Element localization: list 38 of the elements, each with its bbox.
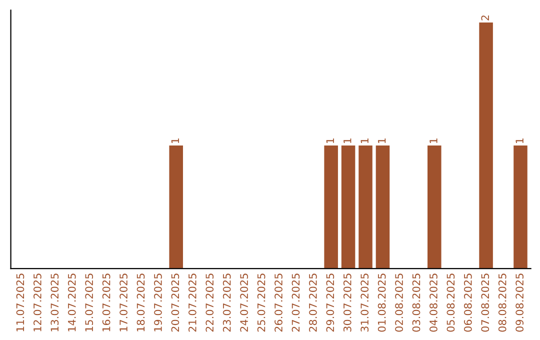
x-tick-label: 09.08.2025	[516, 274, 524, 332]
x-tick-label: 29.07.2025	[326, 274, 334, 332]
x-tick-label: 01.08.2025	[378, 274, 386, 332]
x-tick-label: 15.07.2025	[85, 274, 94, 332]
x-tick-label: 04.08.2025	[430, 274, 438, 332]
data-label: 1	[360, 138, 368, 144]
x-tick-label: 25.07.2025	[257, 274, 266, 332]
data-label: 1	[344, 138, 352, 144]
x-tick-label: 21.07.2025	[188, 274, 196, 332]
data-label: 2	[481, 16, 489, 20]
x-tick-label: 27.07.2025	[292, 274, 300, 332]
x-tick-label: 28.07.2025	[309, 274, 317, 332]
x-tick-label: 13.07.2025	[50, 274, 59, 332]
x-tick-label: 12.07.2025	[33, 274, 42, 332]
x-tick-label: 22.07.2025	[206, 274, 214, 332]
x-tick-label: 17.07.2025	[120, 274, 128, 332]
x-tick-label: 07.08.2025	[481, 274, 490, 332]
x-tick-label: 14.07.2025	[68, 274, 76, 332]
x-tick-label: 24.07.2025	[240, 274, 248, 332]
x-tick-label: 11.07.2025	[16, 274, 24, 332]
x-tick-label: 08.08.2025	[498, 274, 506, 332]
x-tick-label: 30.07.2025	[343, 274, 352, 332]
x-tick-label: 06.08.2025	[464, 274, 472, 332]
data-label: 1	[516, 138, 524, 144]
x-tick-label: 02.08.2025	[395, 274, 403, 332]
x-tick-label: 23.07.2025	[222, 274, 231, 332]
x-tick-label: 03.08.2025	[412, 274, 420, 332]
data-label: 1	[171, 138, 179, 144]
x-tick-label: 19.07.2025	[154, 274, 162, 332]
x-tick-label: 16.07.2025	[102, 274, 110, 332]
x-tick-label: 26.07.2025	[274, 274, 282, 332]
data-label: 1	[378, 138, 386, 144]
data-label: 1	[430, 138, 438, 144]
x-tick-label: 31.07.2025	[360, 274, 369, 332]
x-tick-label: 20.07.2025	[171, 274, 180, 332]
data-label: 1	[326, 138, 334, 144]
x-tick-label: 05.08.2025	[446, 274, 455, 332]
x-tick-label: 18.07.2025	[136, 274, 145, 332]
